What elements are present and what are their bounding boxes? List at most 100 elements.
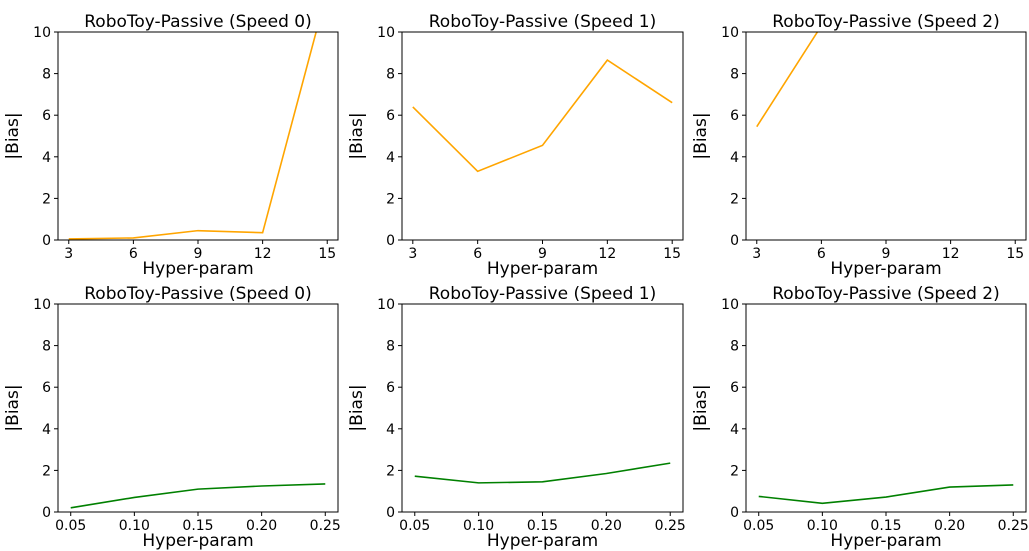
x-axis-label: Hyper-param [830, 259, 941, 279]
y-tick-label: 10 [33, 25, 51, 41]
y-tick-label: 0 [730, 233, 739, 249]
x-tick-label: 15 [1006, 246, 1024, 262]
chart-title: RoboToy-Passive (Speed 0) [84, 284, 311, 304]
series-line [68, 32, 317, 240]
chart-title: RoboToy-Passive (Speed 2) [772, 284, 999, 304]
x-tick-label: 0.25 [655, 518, 686, 534]
x-axis-label: Hyper-param [487, 259, 598, 279]
x-tick-label: 15 [318, 246, 336, 262]
x-tick-label: 0.20 [934, 518, 965, 534]
x-axis-label: Hyper-param [487, 531, 598, 551]
x-tick-label: 0.10 [463, 518, 494, 534]
axes-frame [745, 303, 1027, 513]
y-axis-label: |Bias| [691, 384, 711, 431]
x-tick-label: 0.15 [527, 518, 558, 534]
series-line [758, 484, 1014, 505]
y-tick-label: 4 [730, 422, 739, 438]
x-tick-label: 12 [254, 246, 272, 262]
y-tick-label: 2 [42, 191, 51, 207]
y-tick-label: 4 [386, 150, 395, 166]
x-axis-label: Hyper-param [830, 531, 941, 551]
series-line [756, 32, 819, 128]
axes-frame [57, 31, 339, 241]
y-tick-label: 8 [386, 339, 395, 355]
x-tick-label: 0.25 [998, 518, 1029, 534]
y-tick-label: 6 [42, 380, 51, 396]
subplot-4: 0.05 0.10 0.15 0.20 0.25 0 2 4 6 8 10 RoboToy-Passi… [3, 284, 341, 551]
y-tick-label: 2 [730, 463, 739, 479]
chart-title: RoboToy-Passive (Speed 0) [84, 12, 311, 32]
y-axis-label: |Bias| [3, 384, 23, 431]
y-tick-label: 2 [730, 191, 739, 207]
subplot-5: 0.05 0.10 0.15 0.20 0.25 0 2 4 6 8 10 RoboToy-Passi… [347, 284, 686, 551]
series-line [414, 462, 671, 484]
chart-title: RoboToy-Passive (Speed 2) [772, 12, 999, 32]
y-tick-label: 0 [386, 505, 395, 521]
subplot-2: 3 6 9 12 15 0 2 4 6 8 10 RoboToy-Passive (Speed 1) H… [347, 12, 684, 279]
x-tick-label: 0.05 [743, 518, 774, 534]
x-tick-label: 9 [882, 246, 891, 262]
x-tick-label: 15 [663, 246, 681, 262]
y-tick-label: 8 [386, 67, 395, 83]
y-tick-label: 10 [721, 297, 739, 313]
x-tick-label: 0.05 [55, 518, 86, 534]
series-line [70, 483, 326, 509]
x-tick-label: 0.10 [807, 518, 838, 534]
axes-frame [401, 31, 684, 241]
y-axis-label: |Bias| [347, 384, 367, 431]
x-tick-label: 9 [538, 246, 547, 262]
y-tick-label: 6 [730, 108, 739, 124]
y-tick-label: 0 [42, 233, 51, 249]
y-tick-label: 10 [377, 297, 395, 313]
x-tick-label: 3 [64, 246, 73, 262]
y-axis-label: |Bias| [347, 112, 367, 159]
y-tick-label: 4 [730, 150, 739, 166]
y-tick-label: 2 [386, 191, 395, 207]
x-tick-label: 0.10 [119, 518, 150, 534]
chart-title: RoboToy-Passive (Speed 1) [429, 12, 656, 32]
y-tick-label: 10 [721, 25, 739, 41]
y-tick-label: 0 [386, 233, 395, 249]
subplot-1: 3 6 9 12 15 0 2 4 6 8 10 RoboToy-Passive (Speed 0) H… [3, 12, 339, 279]
x-tick-label: 9 [194, 246, 203, 262]
x-tick-label: 6 [817, 246, 826, 262]
x-axis-label: Hyper-param [142, 531, 253, 551]
y-tick-label: 0 [730, 505, 739, 521]
y-tick-label: 8 [730, 67, 739, 83]
axes-frame [745, 31, 1027, 241]
x-tick-label: 12 [942, 246, 960, 262]
axes-frame [401, 303, 684, 513]
x-tick-label: 0.25 [310, 518, 341, 534]
x-tick-label: 3 [408, 246, 417, 262]
y-axis-label: |Bias| [691, 112, 711, 159]
x-tick-label: 0.05 [399, 518, 430, 534]
x-tick-label: 6 [473, 246, 482, 262]
series-line [412, 59, 673, 173]
y-tick-label: 2 [42, 463, 51, 479]
axes-frame [57, 303, 339, 513]
y-tick-label: 8 [730, 339, 739, 355]
y-tick-label: 6 [386, 380, 395, 396]
y-tick-label: 2 [386, 463, 395, 479]
chart-title: RoboToy-Passive (Speed 1) [429, 284, 656, 304]
y-tick-label: 10 [377, 25, 395, 41]
x-tick-label: 0.20 [246, 518, 277, 534]
y-tick-label: 8 [42, 339, 51, 355]
x-tick-label: 0.15 [182, 518, 213, 534]
y-tick-label: 4 [42, 150, 51, 166]
x-tick-label: 6 [129, 246, 138, 262]
y-tick-label: 4 [386, 422, 395, 438]
y-tick-label: 4 [42, 422, 51, 438]
y-tick-label: 6 [386, 108, 395, 124]
subplot-3: 3 6 9 12 15 0 2 4 6 8 10 RoboToy-Passive (Speed 2) H… [691, 12, 1027, 279]
y-tick-label: 0 [42, 505, 51, 521]
y-axis-label: |Bias| [3, 112, 23, 159]
y-tick-label: 10 [33, 297, 51, 313]
x-tick-label: 3 [752, 246, 761, 262]
y-tick-label: 8 [42, 67, 51, 83]
x-tick-label: 12 [598, 246, 616, 262]
x-axis-label: Hyper-param [142, 259, 253, 279]
y-tick-label: 6 [42, 108, 51, 124]
x-tick-label: 0.15 [870, 518, 901, 534]
